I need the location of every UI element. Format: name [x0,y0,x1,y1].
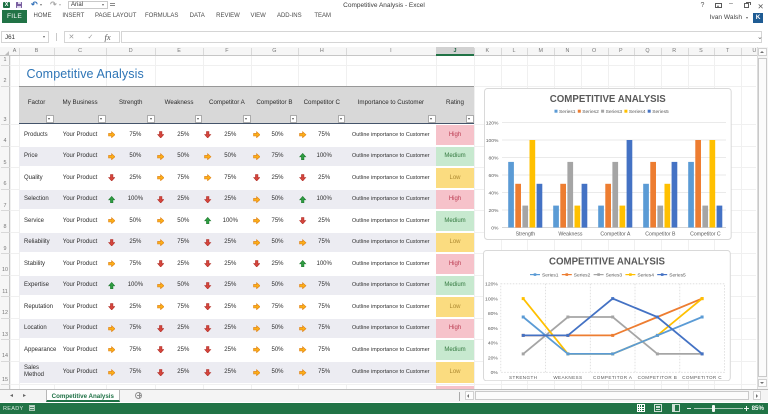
svg-text:Series3: Series3 [606,272,623,278]
svg-text:40%: 40% [489,190,500,196]
svg-text:Series5: Series5 [652,109,669,115]
svg-text:COMPETITOR A: COMPETITOR A [593,375,633,380]
svg-text:Series4: Series4 [629,109,646,115]
svg-text:Strength: Strength [516,231,536,237]
svg-text:Series5: Series5 [669,272,686,278]
svg-text:COMPETITOR C: COMPETITOR C [682,375,722,380]
svg-text:WEAKNESS: WEAKNESS [553,375,582,380]
svg-text:Series2: Series2 [582,109,599,115]
svg-text:COMPETITIVE ANALYSIS: COMPETITIVE ANALYSIS [549,256,665,267]
svg-text:Series1: Series1 [559,109,576,115]
svg-text:20%: 20% [489,208,500,214]
svg-text:Series3: Series3 [606,109,623,115]
svg-text:60%: 60% [489,173,500,179]
svg-text:Weakness: Weakness [558,231,583,237]
svg-text:0%: 0% [491,225,499,231]
svg-text:Series1: Series1 [542,272,559,278]
svg-text:COMPETITIVE ANALYSIS: COMPETITIVE ANALYSIS [550,94,666,105]
svg-text:40%: 40% [488,340,499,346]
svg-text:0%: 0% [491,370,499,376]
svg-text:20%: 20% [488,355,499,361]
svg-text:Competitor A: Competitor A [600,231,631,237]
svg-text:Series2: Series2 [574,272,591,278]
svg-text:STRENGTH: STRENGTH [509,375,537,380]
svg-text:80%: 80% [488,311,499,317]
svg-text:120%: 120% [485,281,498,287]
svg-text:COMPETITOR B: COMPETITOR B [638,375,678,380]
svg-text:80%: 80% [489,155,500,161]
svg-text:Competitor C: Competitor C [690,231,721,237]
svg-text:Series4: Series4 [637,272,654,278]
svg-text:120%: 120% [486,120,499,126]
svg-text:60%: 60% [488,326,499,332]
svg-text:100%: 100% [486,138,499,144]
svg-text:100%: 100% [485,296,498,302]
svg-text:Competitor B: Competitor B [645,231,676,237]
